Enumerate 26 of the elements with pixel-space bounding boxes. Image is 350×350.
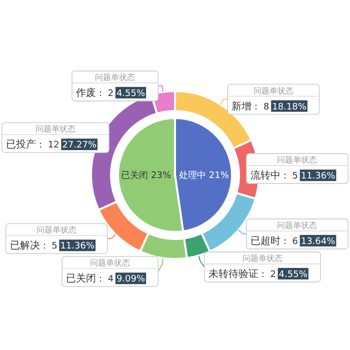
legend-title: 问题单状态 bbox=[253, 86, 294, 96]
text: 问题单状态 bbox=[90, 258, 130, 268]
text: 问题单状态 bbox=[242, 254, 282, 263]
slice-label: 流转中 bbox=[250, 170, 280, 182]
data-label: ： 8 18.18% bbox=[252, 102, 307, 112]
data-label: ： 6 13.64% bbox=[280, 236, 336, 247]
slice-label: 新增 bbox=[232, 100, 252, 112]
slice-label: 已关闭 23% bbox=[121, 170, 172, 181]
text: 问题单状态 bbox=[277, 220, 318, 230]
data-label: ： 5 11.36% bbox=[280, 172, 336, 182]
slice-label: 作废 bbox=[74, 86, 96, 99]
text: 问题单状态 bbox=[277, 156, 318, 165]
data-label: ： 12 27.27% bbox=[36, 140, 97, 151]
slice-label: 未转待验证 bbox=[208, 268, 258, 280]
data-label: ： 2 4.55% bbox=[258, 270, 308, 280]
text: 问题单状态 bbox=[95, 72, 136, 82]
slice-label: 已投产 bbox=[6, 138, 36, 151]
data-label: ： 2 4.55% bbox=[96, 88, 146, 99]
slice-label: 已解决 bbox=[10, 240, 40, 252]
data-label: ： 5 11.36% bbox=[40, 242, 95, 252]
text: 问题单状态 bbox=[36, 226, 77, 235]
data-label: ： 4 9.09% bbox=[96, 274, 146, 285]
slice-label: 已超时 bbox=[250, 234, 280, 247]
text: 问题单状态 bbox=[36, 124, 76, 134]
slice-label: 已关闭 bbox=[66, 272, 96, 285]
slice-label: 处理中 21% bbox=[179, 170, 230, 181]
